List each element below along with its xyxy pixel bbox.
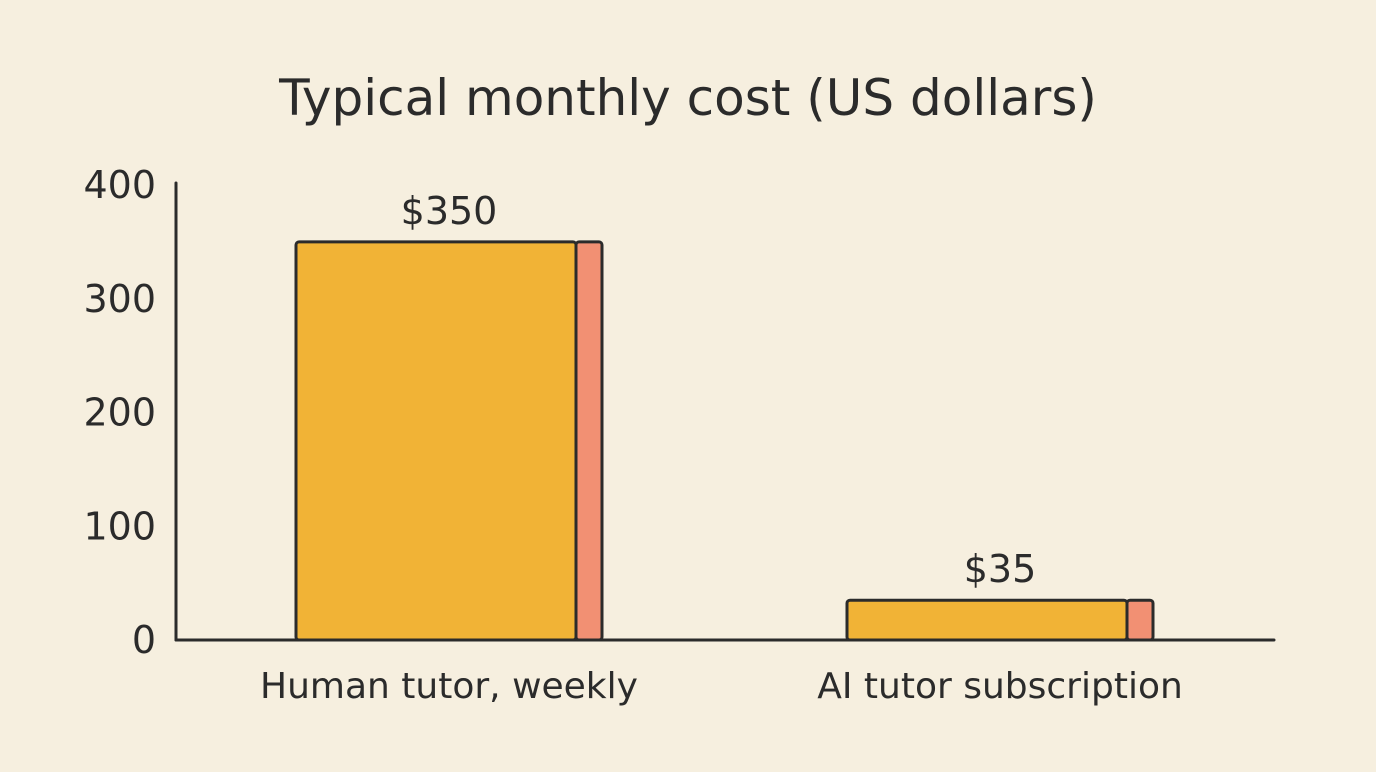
- bar-group: [845, 598, 1155, 642]
- bar-side: [1125, 598, 1155, 642]
- x-category-label: Human tutor, weekly: [260, 666, 638, 707]
- bar: [294, 240, 578, 642]
- bar-group: [294, 240, 604, 642]
- labels: $350 Human tutor, weekly $35 AI tutor subsc…: [260, 189, 1183, 707]
- y-axis-ticks: 0 100 200 300 400: [83, 163, 156, 662]
- y-tick-label: 0: [132, 618, 156, 662]
- bar-value-label: $350: [401, 189, 498, 233]
- chart-title: Typical monthly cost (US dollars): [278, 69, 1097, 127]
- y-tick-label: 400: [83, 163, 156, 207]
- bar-side: [574, 240, 604, 642]
- x-category-label: AI tutor subscription: [817, 666, 1183, 707]
- y-tick-label: 200: [83, 391, 156, 435]
- bar: [845, 598, 1129, 642]
- bars: [294, 240, 1155, 642]
- bar-value-label: $35: [964, 547, 1037, 591]
- y-tick-label: 300: [83, 277, 156, 321]
- y-tick-label: 100: [83, 504, 156, 548]
